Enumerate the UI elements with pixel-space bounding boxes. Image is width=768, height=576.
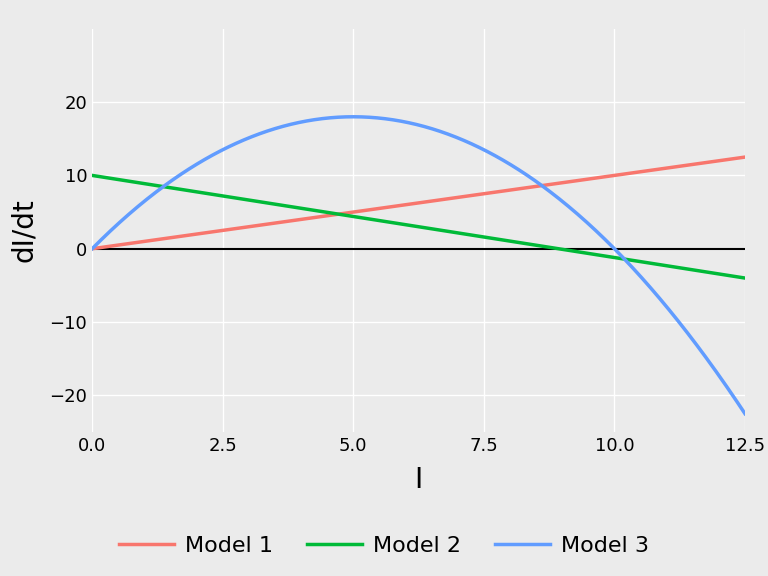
Model 3 <box>403 119 412 126</box>
Legend: Model 1, Model 2, Model 3: Model 1, Model 2, Model 3 <box>110 527 658 565</box>
Model 1 <box>402 201 411 208</box>
Model 3 <box>726 389 735 396</box>
Line: Model 3: Model 3 <box>92 117 745 414</box>
Model 3 <box>478 145 487 152</box>
Model 3 <box>349 113 359 120</box>
Model 1 <box>740 154 750 161</box>
Y-axis label: dI/dt: dI/dt <box>10 199 38 262</box>
Model 3 <box>740 410 750 417</box>
Model 2 <box>740 275 750 282</box>
Model 2 <box>88 172 97 179</box>
Line: Model 2: Model 2 <box>92 176 745 278</box>
Model 2 <box>623 256 632 263</box>
Model 3 <box>442 130 452 137</box>
Model 2 <box>402 221 411 228</box>
Model 2 <box>441 228 450 234</box>
Model 1 <box>623 170 632 177</box>
Model 2 <box>476 233 485 240</box>
Model 1 <box>476 191 485 198</box>
X-axis label: I: I <box>415 466 422 494</box>
Model 3 <box>399 118 408 125</box>
Model 1 <box>441 196 450 203</box>
Model 3 <box>624 260 633 267</box>
Model 2 <box>725 272 734 279</box>
Model 2 <box>398 221 407 228</box>
Model 1 <box>398 202 407 209</box>
Line: Model 1: Model 1 <box>92 157 745 249</box>
Model 3 <box>88 245 97 252</box>
Model 1 <box>725 156 734 163</box>
Model 1 <box>88 245 97 252</box>
